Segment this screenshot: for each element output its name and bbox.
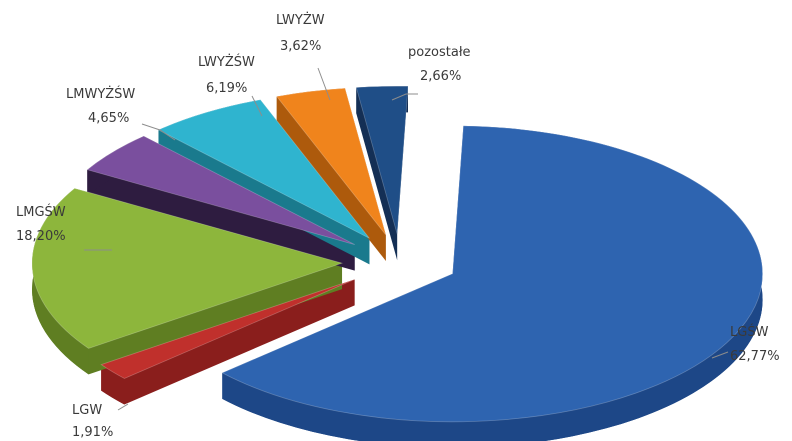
slice-value-lwyzw: 3,62% (280, 39, 321, 54)
leader-line-lwyzsw (251, 95, 263, 117)
slice-lgw (100, 278, 355, 379)
leader-line-lwyzw (317, 67, 331, 101)
slice-value-lgw: 1,91% (72, 425, 113, 440)
slice-lmwyzsw (86, 135, 355, 245)
slice-label-lwyzsw: LWYŻŚW (198, 54, 255, 70)
slice-rim-lgw (101, 364, 125, 405)
slice-label-lgsw: LGŚW (730, 324, 769, 340)
slice-label-lmwyzsw: LMWYŻŚW (66, 86, 135, 102)
pie-top-layer (31, 85, 763, 423)
slice-label-lmgsw: LMGŚW (16, 204, 66, 220)
slice-rim-lgsw (222, 125, 763, 441)
slice-label-lgw: LGW (72, 403, 102, 418)
slice-lmgsw (31, 187, 344, 349)
slice-pozostale (355, 85, 409, 235)
slice-value-lmwyzsw: 4,65% (88, 111, 129, 126)
slice-value-lgsw: 62,77% (730, 349, 780, 364)
pie-label-layer: LGŚW 62,77% LGW 1,91% LMGŚW 18,20% LMWYŻ… (16, 12, 780, 440)
leader-line-lgsw (711, 351, 729, 359)
leader-line-lmwyzsw (141, 123, 176, 141)
slice-value-lmgsw: 18,20% (16, 229, 66, 244)
slice-side-lwyzw (276, 88, 386, 261)
slice-lwyzsw (157, 99, 370, 239)
slice-label-lwyzw: LWYŻW (276, 12, 325, 28)
leader-line-lgw (117, 403, 129, 411)
slice-lgsw (221, 125, 763, 423)
slice-lwyzw (276, 87, 387, 236)
slice-side-lgw (101, 279, 355, 405)
slice-label-pozostale: pozostałe (408, 45, 471, 60)
slice-value-lwyzsw: 6,19% (206, 81, 247, 96)
leader-line-pozostale (391, 93, 418, 101)
slice-value-pozostale: 2,66% (420, 69, 461, 84)
